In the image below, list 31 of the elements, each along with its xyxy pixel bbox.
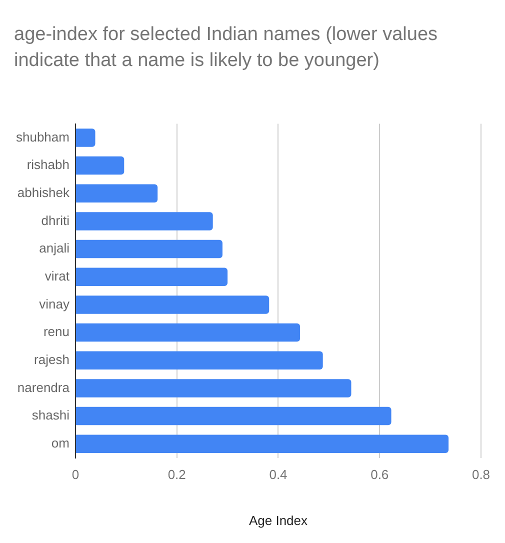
y-tick-label: om bbox=[51, 435, 70, 450]
x-tick-label: 0.8 bbox=[472, 467, 490, 482]
x-axis-title: Age Index bbox=[248, 512, 308, 528]
bar bbox=[76, 268, 228, 286]
bar bbox=[76, 212, 213, 230]
bar bbox=[76, 434, 449, 454]
y-tick-label: narendra bbox=[17, 380, 70, 395]
bar bbox=[76, 128, 96, 147]
bar bbox=[76, 156, 124, 175]
y-tick-label: renu bbox=[43, 324, 70, 340]
y-tick-label: shubham bbox=[16, 129, 70, 144]
y-tick-label: dhriti bbox=[41, 212, 70, 228]
bar bbox=[76, 406, 392, 426]
x-tick-label: 0 bbox=[72, 467, 80, 482]
y-tick-label: vinay bbox=[39, 296, 70, 312]
chart-title: age-index for selected Indian names (lower values indicate that a name is likely to be younger) bbox=[14, 23, 439, 73]
x-tick-label: 0.2 bbox=[168, 467, 186, 482]
bar bbox=[76, 184, 158, 203]
x-tick-label: 0.6 bbox=[370, 467, 389, 482]
y-tick-label: rishabh bbox=[26, 157, 70, 172]
y-tick-label: rajesh bbox=[34, 352, 70, 367]
bar bbox=[76, 323, 300, 342]
y-tick-label: shashi bbox=[32, 408, 70, 423]
y-tick-label: virat bbox=[44, 268, 70, 284]
bar bbox=[76, 379, 352, 398]
bar bbox=[76, 351, 323, 370]
y-tick-label: anjali bbox=[39, 240, 70, 256]
bar bbox=[76, 240, 222, 258]
x-tick-label: 0.4 bbox=[269, 467, 288, 482]
y-tick-label: abhishek bbox=[17, 184, 70, 200]
bar bbox=[76, 296, 270, 314]
